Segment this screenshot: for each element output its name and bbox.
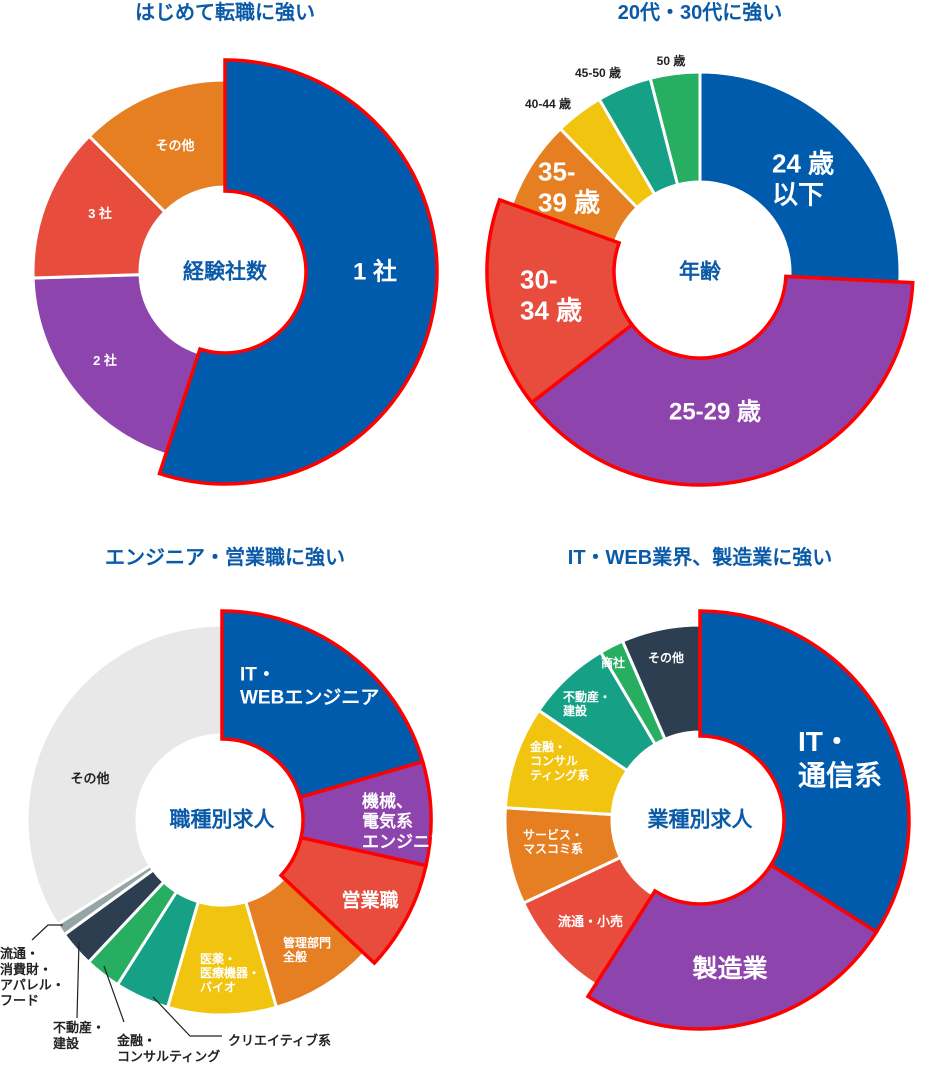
chart-4-title: IT・WEB業界、製造業に強い: [568, 545, 832, 569]
chart-1-slice-3-label: 3 社: [88, 206, 112, 221]
chart-3-slice-5-label: 医療機器・: [200, 965, 260, 980]
chart-4-slice-5-label: ティング系: [530, 768, 589, 783]
chart-3-slice-4-label: 管理部門: [283, 935, 331, 950]
chart-2-center-label: 年齢: [679, 260, 722, 284]
chart-3-slice-10-label: その他: [70, 771, 109, 786]
chart-2-slice-3-label: 34 歳: [520, 296, 582, 326]
chart-1-slice-1-label: 1 社: [353, 258, 397, 286]
chart-4-slice-2: [585, 862, 879, 1031]
chart-3-slice-2-label: 機械、: [362, 791, 413, 811]
chart-3-slice-9-label: 流通・: [0, 946, 39, 961]
chart-3-slice-10: [25, 623, 224, 927]
chart-3-slice-9-label: アパレル・: [0, 977, 65, 992]
chart-3-slice-8-label: 不動産・: [53, 1020, 105, 1035]
chart-1-title: はじめて転職に強い: [135, 1, 315, 24]
chart-2-slice-4-label: 35-: [538, 156, 576, 186]
leader-lines: [31, 924, 222, 1037]
chart-3-slice-1-label: WEBエンジニア: [240, 687, 379, 708]
chart-4-slice-3-label: 流通・小売: [558, 914, 623, 929]
chart-2-slice-2: [529, 274, 915, 487]
chart-3-slice-1: [220, 609, 425, 800]
chart-2-slice-1-label: 24 歳: [772, 148, 834, 178]
chart-1-slice-4: [87, 78, 227, 215]
chart-3-slice-4-label: 全般: [282, 949, 307, 964]
chart-2-slice-6-label: 45-50 歳: [575, 65, 621, 80]
chart-4-slice-1-label: IT・: [798, 726, 851, 757]
chart-4-center-label: 業種別求人: [648, 808, 753, 832]
chart-2-slice-5-label: 40-44 歳: [525, 96, 571, 111]
chart-4-slice-5-label: コンサル: [530, 754, 578, 768]
chart-3-slice-7-label: コンサルティング: [117, 1049, 220, 1064]
chart-3-center-label: 職種別求人: [170, 809, 275, 832]
chart-2-slice-3-label: 30-: [520, 264, 558, 294]
chart-2-slice-1: [698, 70, 902, 284]
chart-3-slice-3: [278, 835, 429, 966]
chart-1-center-label: 経験社数: [183, 260, 268, 284]
chart-3-slice-2-label: エンジニア: [362, 833, 447, 852]
chart-1-slice-1: [157, 58, 439, 486]
chart-3-slice-8-label: 建設: [53, 1036, 80, 1051]
chart-3-slice-9-label: 消費財・: [0, 962, 52, 977]
leader-line-distribution: [31, 924, 63, 941]
chart-2-slice-1-label: 以下: [772, 180, 824, 210]
chart-3-slice-5-label: 医薬・: [200, 951, 236, 966]
chart-3-slice-1-label: IT・: [240, 665, 276, 686]
chart-4-slice-8-label: その他: [648, 650, 684, 665]
chart-2-slice-7: [648, 70, 702, 187]
chart-3-slice-2-label: 電気系: [362, 811, 413, 831]
chart-2-title: 20代・30代に強い: [618, 1, 783, 24]
leader-line-realestate: [76, 941, 80, 1019]
chart-3-slice-5-label: バイオ: [200, 981, 236, 995]
chart-4-slice-1-label: 通信系: [798, 760, 882, 791]
chart-1-slice-4-label: その他: [155, 138, 194, 153]
chart-2-slice-4-label: 39 歳: [538, 188, 600, 218]
chart-4-slice-1: [698, 609, 911, 935]
chart-2-slice-3: [485, 197, 635, 406]
chart-2-slice-2-label: 25-29 歳: [669, 398, 761, 426]
chart-3-title: エンジニア・営業職に強い: [105, 545, 345, 569]
chart-3-slice-7-label: 金融・: [116, 1033, 156, 1048]
chart-4-slice-2-label: 製造業: [691, 955, 767, 983]
leader-line-finance: [103, 965, 125, 1023]
chart-2-slice-7-label: 50 歳: [657, 53, 686, 68]
chart-4-slice-6-label: 建設: [562, 703, 588, 718]
chart-4-slice-4-label: サービス・: [523, 827, 583, 842]
chart-4-slice-5-label: 金融・: [529, 739, 566, 754]
leader-line-creative: [152, 996, 222, 1037]
chart-4-slice-4-label: マスコミ系: [523, 841, 583, 856]
chart-1-slice-2-label: 2 社: [93, 353, 117, 368]
chart-3-slice-9-label: フード: [0, 993, 39, 1008]
chart-3-slice-6-label: クリエイティブ系: [228, 1033, 331, 1048]
chart-1-slice-2: [31, 273, 201, 457]
chart-4-slice-7-label: 商社: [601, 655, 625, 670]
chart-4-slice-6-label: 不動産・: [563, 689, 611, 704]
chart-3-slice-3-label: 営業職: [341, 889, 398, 912]
